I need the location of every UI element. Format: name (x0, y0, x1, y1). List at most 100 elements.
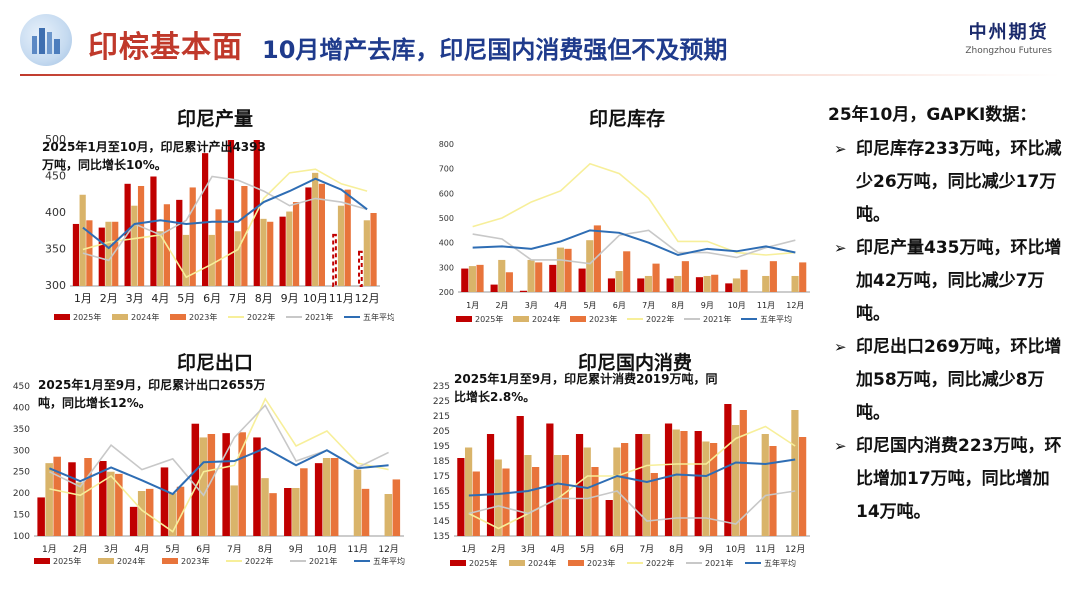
x-tick-label: 9月 (281, 292, 299, 305)
series-line-2021年 (468, 490, 796, 525)
x-tick-label: 4月 (151, 292, 169, 305)
bar-2023年 (769, 446, 777, 536)
consumption-chart: 135 145 155 165 175 185 195 205 215 225 235 1月 2月 3月 4… (433, 382, 810, 568)
arrow-bullet-icon: ➢ (834, 437, 847, 455)
bar-2023年 (564, 248, 572, 292)
x-tick-label: 2月 (73, 544, 88, 555)
legend-label: 2024年 (528, 558, 556, 568)
legend-label: 2025年 (475, 314, 503, 324)
legend-label: 2022年 (245, 556, 273, 566)
y-tick-label: 250 (13, 468, 30, 478)
bar-2024年 (260, 218, 267, 286)
bar-2023年 (53, 456, 61, 536)
bar-2024年 (234, 231, 241, 286)
legend-label: 2021年 (703, 314, 731, 324)
x-tick-label: 4月 (550, 544, 565, 555)
summary-item: ➢ 印尼库存233万吨，环比减少26万吨，同比减少17万吨。 (828, 133, 1068, 232)
bar-2023年 (344, 189, 351, 286)
bar-2023年 (176, 486, 185, 536)
bar-2024年 (731, 425, 740, 536)
bar-2023年 (207, 434, 216, 536)
bar-2024年 (45, 463, 53, 536)
legend-label: 2023年 (589, 314, 617, 324)
bar-2023年 (112, 221, 119, 286)
bar-2024年 (674, 275, 682, 292)
bar-2023年 (392, 479, 401, 536)
legend-swatch (34, 558, 50, 564)
bar-2023年 (330, 458, 339, 536)
bar-2025年 (202, 153, 209, 286)
production-annotation: 2025年1月至10月，印尼累计产出4393万吨，同比增长10%。 (42, 140, 266, 172)
legend-label: 2025年 (53, 556, 81, 566)
x-tick-label: 3月 (525, 301, 538, 310)
page-title: 印棕基本面 (88, 30, 243, 65)
bar-2023年 (145, 488, 154, 536)
bar-2024年 (524, 455, 532, 536)
legend-label: 2023年 (181, 556, 209, 566)
legend-label: 2024年 (117, 556, 145, 566)
legend-swatch (162, 558, 178, 564)
y-tick-label: 185 (433, 457, 450, 467)
bar-2023年 (799, 262, 807, 292)
series-line-2021年 (82, 175, 368, 262)
legend-label: 2021年 (309, 556, 337, 566)
legend-label: 2021年 (305, 312, 333, 322)
bar-2023年 (502, 468, 510, 536)
bar-2024年 (384, 494, 393, 536)
bar-2024年 (208, 234, 215, 286)
x-tick-label: 2月 (495, 301, 508, 310)
bar-2025年 (160, 467, 169, 536)
summary-item-text: 印尼国内消费223万吨，环比增加17万吨，同比增加14万吨。 (856, 436, 1062, 522)
y-tick-label: 450 (45, 170, 66, 183)
bar-2023年 (710, 443, 718, 536)
legend-label: 2021年 (705, 558, 733, 568)
series-line-五年平均 (82, 177, 368, 250)
brand-logo: 中州期货 Zhongzhou Futures (965, 18, 1052, 56)
bar-2025年 (546, 423, 554, 536)
page-subtitle: 10月增产去库，印尼国内消费强但不及预期 (262, 36, 728, 64)
legend-swatch (456, 316, 472, 322)
x-tick-label: 10月 (728, 301, 746, 310)
series-line-2022年 (472, 162, 796, 256)
bar-2023年 (532, 467, 540, 536)
bar-2023年 (740, 269, 748, 292)
x-tick-label: 4月 (554, 301, 567, 310)
bar-2024年 (230, 485, 238, 536)
legend-label: 2022年 (247, 312, 275, 322)
y-tick-label: 300 (439, 263, 454, 272)
bar-2025年 (519, 290, 528, 292)
x-tick-label: 12月 (785, 544, 805, 555)
x-tick-label: 5月 (580, 544, 595, 555)
stocks-chart: 200 300 400 500 600 700 800 1月 2月 3月 4月 5月 6月 7月 8月 9月 1… (439, 140, 810, 324)
y-tick-label: 145 (433, 517, 450, 527)
x-tick-label: 6月 (203, 292, 221, 305)
x-tick-label: 10月 (317, 544, 337, 555)
x-tick-label: 8月 (671, 301, 684, 310)
y-tick-label: 350 (45, 243, 66, 256)
exports-chart: 100 150 200 250 300 350 400 450 1月 2月 3月 4月 5月 6月 7月 8月… (13, 382, 405, 566)
summary-item: ➢ 印尼产量435万吨，环比增加42万吨，同比减少7万吨。 (828, 232, 1068, 331)
bar-2024年 (642, 434, 651, 536)
legend-label: 五年平均 (764, 558, 796, 568)
y-tick-label: 400 (45, 206, 66, 219)
bar-2024年 (105, 221, 112, 286)
arrow-bullet-icon: ➢ (834, 338, 847, 356)
x-tick-label: 2月 (100, 292, 118, 305)
bar-2023年 (476, 264, 484, 292)
bar-2023年 (505, 272, 513, 292)
legend-label: 五年平均 (760, 314, 792, 324)
x-tick-label: 12月 (786, 301, 804, 310)
x-tick-label: 9月 (289, 544, 304, 555)
bar-2025年 (176, 199, 183, 286)
y-tick-label: 195 (433, 442, 450, 452)
bar-2025年 (664, 423, 673, 536)
bar-2024年 (168, 493, 177, 536)
bar-2025年 (68, 462, 76, 536)
bar-2023年 (215, 209, 222, 286)
y-tick-label: 215 (433, 412, 450, 422)
arrow-bullet-icon: ➢ (834, 239, 847, 257)
bar-2023年 (269, 493, 277, 536)
bar-2024年 (586, 240, 594, 292)
y-tick-label: 200 (13, 489, 30, 499)
legend-label: 2024年 (131, 312, 159, 322)
